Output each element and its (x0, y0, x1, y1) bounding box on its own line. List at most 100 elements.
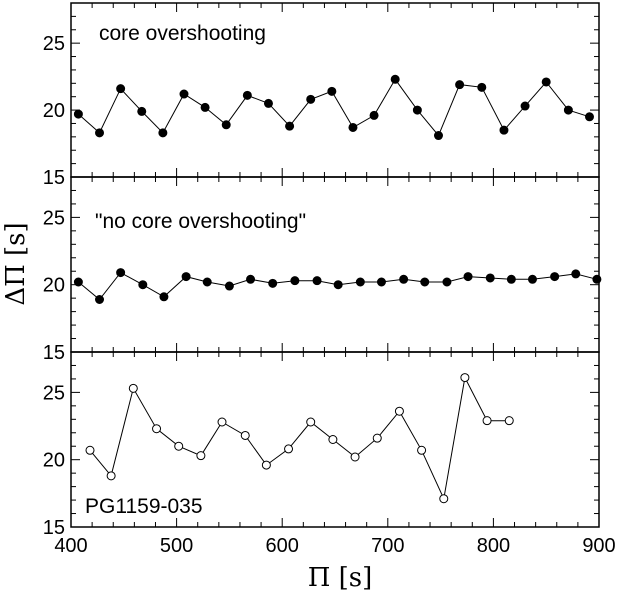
data-point-bottom (504, 416, 514, 426)
data-point-bottom (85, 445, 95, 455)
data-point-bottom (217, 417, 227, 427)
series-line-bottom (89, 376, 510, 501)
data-point-top (369, 110, 379, 120)
data-point-bottom (174, 441, 184, 451)
data-point-middle (527, 274, 537, 284)
data-point-middle (442, 277, 452, 287)
data-point-bottom (240, 430, 250, 440)
data-point-bottom (460, 373, 470, 383)
data-point-middle (376, 277, 386, 287)
panel-frame-middle (70, 176, 600, 353)
data-point-top (137, 106, 147, 116)
y-tick-label-middle: 25 (43, 207, 65, 229)
y-tick-label-bottom: 25 (43, 382, 65, 404)
data-point-top (263, 98, 273, 108)
data-point-bottom (394, 406, 404, 416)
y-tick-label-top: 25 (43, 33, 65, 55)
data-point-bottom (196, 451, 206, 461)
data-point-bottom (417, 445, 427, 455)
data-point-top (477, 82, 487, 92)
data-point-bottom (106, 471, 116, 481)
series-bottom (85, 373, 514, 504)
data-point-middle (333, 280, 343, 290)
series-top (73, 74, 594, 141)
data-point-middle (463, 272, 473, 282)
series-middle (73, 268, 602, 304)
labels: core overshooting "no core overshooting"… (1, 22, 372, 592)
data-point-top (73, 109, 83, 119)
y-tick-label-bottom: 20 (43, 450, 65, 472)
data-point-top (327, 86, 337, 96)
data-point-middle (550, 272, 560, 282)
axes: 15 20 25 15 20 25 15 20 25 400 500 600 700 800 900 (43, 2, 616, 557)
panel-label-bottom: PG1159-035 (85, 495, 203, 518)
data-point-top (158, 128, 168, 138)
data-point-middle (202, 277, 212, 287)
data-point-bottom (306, 417, 316, 427)
data-point-middle (592, 274, 602, 284)
data-point-bottom (261, 460, 271, 470)
data-point-middle (268, 278, 278, 288)
data-point-top (242, 90, 252, 100)
plot-area (73, 74, 602, 504)
data-point-bottom (284, 444, 294, 454)
data-point-top (116, 84, 126, 94)
data-point-top (563, 105, 573, 115)
y-tick-label-middle: 20 (43, 275, 65, 297)
data-point-middle (312, 276, 322, 286)
x-tick-label: 500 (160, 535, 193, 557)
data-point-middle (290, 276, 300, 286)
x-tick-label: 400 (54, 535, 87, 557)
panel-label-top: core overshooting (99, 22, 266, 45)
data-point-bottom (328, 435, 338, 444)
data-point-top (412, 105, 422, 115)
data-point-middle (73, 277, 83, 287)
y-tick-label-top: 20 (43, 100, 65, 122)
panel-label-middle: "no core overshooting" (95, 210, 306, 233)
data-point-top (200, 102, 210, 112)
y-tick-label-top: 15 (43, 167, 65, 189)
data-point-bottom (439, 494, 449, 504)
x-tick-label: 700 (371, 535, 404, 557)
data-point-middle (246, 274, 256, 284)
data-point-top (285, 121, 295, 131)
data-point-middle (224, 281, 234, 291)
data-point-top (499, 125, 509, 135)
x-tick-label: 600 (266, 535, 299, 557)
data-point-top (541, 77, 551, 87)
x-tick-label: 900 (582, 535, 615, 557)
data-point-bottom (372, 433, 382, 443)
data-point-middle (116, 268, 126, 278)
data-point-top (348, 122, 358, 132)
data-point-bottom (350, 452, 360, 462)
data-point-middle (506, 274, 516, 284)
data-point-bottom (152, 424, 162, 434)
data-point-top (433, 131, 443, 141)
data-point-middle (420, 277, 430, 287)
data-point-middle (181, 272, 191, 282)
data-point-top (221, 120, 231, 130)
data-point-top (584, 112, 594, 122)
x-axis-label: Π [s] (308, 563, 373, 592)
data-point-top (179, 89, 189, 99)
data-point-middle (355, 277, 365, 287)
x-tick-label: 800 (477, 535, 510, 557)
data-point-middle (95, 295, 105, 304)
data-point-bottom (128, 383, 138, 393)
data-point-middle (571, 269, 581, 279)
data-point-top (95, 128, 105, 138)
panel-frame-bottom (70, 351, 600, 528)
data-point-middle (138, 280, 148, 290)
y-axis-label: ΔΠ [s] (1, 222, 31, 305)
data-point-top (306, 94, 316, 104)
data-point-top (520, 101, 530, 111)
data-point-top (455, 80, 465, 90)
y-tick-label-middle: 15 (43, 342, 65, 364)
data-point-bottom (482, 416, 492, 426)
data-point-top (390, 74, 400, 84)
data-point-middle (159, 292, 169, 302)
y-tick-label-bottom: 15 (43, 517, 65, 539)
data-point-middle (399, 274, 409, 284)
data-point-middle (485, 273, 495, 283)
